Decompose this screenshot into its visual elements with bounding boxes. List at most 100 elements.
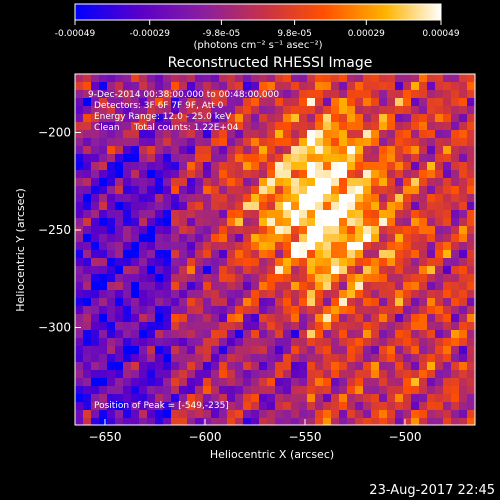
heatmap-cell <box>219 282 227 290</box>
heatmap-cell <box>227 114 235 122</box>
heatmap-cell <box>307 354 315 362</box>
heatmap-cell <box>315 218 323 226</box>
heatmap-cell <box>155 338 163 346</box>
heatmap-cell <box>291 218 299 226</box>
heatmap-cell <box>131 122 139 130</box>
heatmap-cell <box>227 242 235 250</box>
heatmap-cell <box>195 146 203 154</box>
heatmap-cell <box>371 306 379 314</box>
heatmap-cell <box>387 306 395 314</box>
heatmap-cell <box>315 146 323 154</box>
heatmap-cell <box>299 106 307 114</box>
heatmap-cell <box>227 90 235 98</box>
heatmap-cell <box>171 218 179 226</box>
heatmap-cell <box>371 346 379 354</box>
heatmap-cell <box>379 354 387 362</box>
heatmap-cell <box>115 122 123 130</box>
heatmap-cell <box>283 346 291 354</box>
heatmap-cell <box>427 418 435 425</box>
heatmap-cell <box>251 274 259 282</box>
heatmap-cell <box>283 418 291 425</box>
heatmap-cell <box>403 418 411 425</box>
heatmap-cell <box>139 194 147 202</box>
heatmap-cell <box>147 130 155 138</box>
heatmap-cell <box>371 98 379 106</box>
heatmap-cell <box>107 98 115 106</box>
heatmap-cell <box>411 290 419 298</box>
heatmap-cell <box>315 258 323 266</box>
heatmap-cell <box>339 106 347 114</box>
heatmap-cell <box>219 266 227 274</box>
heatmap-cell <box>363 306 371 314</box>
heatmap-cell <box>75 82 83 90</box>
heatmap-cell <box>371 162 379 170</box>
heatmap-cell <box>123 210 131 218</box>
heatmap-cell <box>315 306 323 314</box>
heatmap-cell <box>331 202 339 210</box>
heatmap-cell <box>467 178 475 186</box>
heatmap-cell <box>211 338 219 346</box>
heatmap-cell <box>291 394 299 402</box>
heatmap-cell <box>115 266 123 274</box>
heatmap-cell <box>355 354 363 362</box>
heatmap-cell <box>171 250 179 258</box>
heatmap-cell <box>75 170 83 178</box>
heatmap-cell <box>451 410 459 418</box>
heatmap-cell <box>123 322 131 330</box>
heatmap-cell <box>203 346 211 354</box>
heatmap-cell <box>187 106 195 114</box>
heatmap-cell <box>147 234 155 242</box>
heatmap-cell <box>395 418 403 425</box>
heatmap-cell <box>467 250 475 258</box>
heatmap-cell <box>83 258 91 266</box>
heatmap-cell <box>275 170 283 178</box>
heatmap-cell <box>363 378 371 386</box>
heatmap-cell <box>195 386 203 394</box>
heatmap-cell <box>139 242 147 250</box>
heatmap-cell <box>395 306 403 314</box>
heatmap-cell <box>219 178 227 186</box>
heatmap-cell <box>355 218 363 226</box>
heatmap-cell <box>211 370 219 378</box>
heatmap-cell <box>235 178 243 186</box>
heatmap-cell <box>371 178 379 186</box>
heatmap-cell <box>195 82 203 90</box>
heatmap-cell <box>331 82 339 90</box>
heatmap-cell <box>315 298 323 306</box>
heatmap-cell <box>203 378 211 386</box>
heatmap-cell <box>275 178 283 186</box>
heatmap-cell <box>467 186 475 194</box>
heatmap-cell <box>363 114 371 122</box>
heatmap-cell <box>235 354 243 362</box>
heatmap-cell <box>267 338 275 346</box>
heatmap-cell <box>115 162 123 170</box>
heatmap-cell <box>179 274 187 282</box>
heatmap-cell <box>411 194 419 202</box>
heatmap-cell <box>435 202 443 210</box>
heatmap-cell <box>163 338 171 346</box>
heatmap-cell <box>243 146 251 154</box>
heatmap-cell <box>179 258 187 266</box>
heatmap-cell <box>235 186 243 194</box>
heatmap-cell <box>259 314 267 322</box>
heatmap-cell <box>339 154 347 162</box>
heatmap-cell <box>427 98 435 106</box>
heatmap-cell <box>379 194 387 202</box>
heatmap-cell <box>227 210 235 218</box>
heatmap-cell <box>419 370 427 378</box>
heatmap-cell <box>227 162 235 170</box>
heatmap-cell <box>131 154 139 162</box>
heatmap-cell <box>107 170 115 178</box>
heatmap-cell <box>171 234 179 242</box>
heatmap-cell <box>123 330 131 338</box>
heatmap-cell <box>147 74 155 82</box>
heatmap-cell <box>235 378 243 386</box>
heatmap-cell <box>315 74 323 82</box>
heatmap-cell <box>275 186 283 194</box>
heatmap-cell <box>403 186 411 194</box>
heatmap-cell <box>83 250 91 258</box>
heatmap-cell <box>251 314 259 322</box>
heatmap-cell <box>419 394 427 402</box>
heatmap-cell <box>363 402 371 410</box>
heatmap-cell <box>99 274 107 282</box>
